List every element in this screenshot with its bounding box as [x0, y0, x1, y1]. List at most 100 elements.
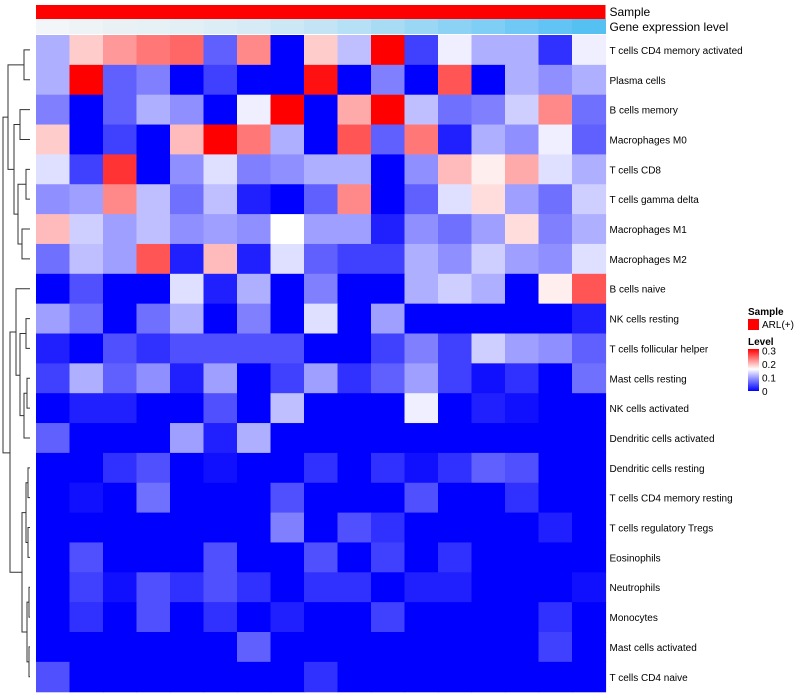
legend-level-tick: 0.2	[762, 360, 776, 371]
heatmap-cell	[203, 214, 238, 245]
heatmap-cell	[438, 243, 473, 275]
heatmap-cell	[438, 393, 473, 424]
heatmap-cells	[36, 35, 607, 693]
row-label: T cells CD4 naive	[610, 673, 689, 684]
heatmap-cell	[538, 333, 573, 364]
heatmap-cell	[203, 243, 238, 275]
heatmap-cell	[103, 184, 138, 215]
heatmap-cell	[69, 482, 104, 514]
heatmap-cell	[471, 124, 506, 155]
heatmap-cell	[304, 124, 339, 155]
heatmap-cell	[36, 602, 71, 633]
heatmap-cell	[203, 124, 238, 155]
heatmap-cell	[203, 572, 238, 603]
heatmap-cell	[404, 423, 439, 454]
heatmap-cell	[572, 482, 607, 514]
heatmap-cell	[36, 661, 71, 693]
dendrogram-branch	[13, 124, 20, 215]
heatmap-cell	[304, 482, 339, 514]
heatmap-cell	[136, 184, 171, 215]
heatmap-cell	[69, 602, 104, 633]
legend-sample-swatch	[748, 319, 759, 330]
expression-track-label: Gene expression level	[610, 20, 729, 34]
heatmap-cell	[404, 124, 439, 155]
heatmap-cell	[304, 64, 339, 96]
heatmap-cell	[170, 363, 205, 394]
heatmap-cell	[270, 94, 305, 126]
heatmap-cell	[170, 512, 205, 544]
heatmap-cell	[572, 94, 607, 126]
heatmap-cell	[170, 661, 205, 693]
heatmap-cell	[203, 64, 238, 96]
heatmap-cell	[103, 661, 138, 693]
row-label: Plasma cells	[610, 76, 666, 87]
heatmap-cell	[103, 572, 138, 603]
heatmap-cell	[304, 661, 339, 693]
heatmap-cell	[538, 542, 573, 573]
heatmap-cell	[270, 542, 305, 573]
heatmap-cell	[203, 602, 238, 633]
dendrogram-branch	[7, 64, 24, 170]
heatmap-cell	[538, 363, 573, 394]
heatmap-cell	[371, 661, 406, 693]
dendrogram-branch	[2, 116, 10, 454]
expression-track-cell	[337, 19, 372, 34]
heatmap-cell	[538, 303, 573, 335]
heatmap-cell	[371, 452, 406, 484]
expression-track-cell	[170, 19, 204, 34]
heatmap-cell	[572, 602, 607, 633]
heatmap-cell	[36, 512, 71, 544]
heatmap-cell	[404, 572, 439, 603]
heatmap-cell	[438, 363, 473, 394]
row-label: Macrophages M0	[610, 135, 688, 146]
heatmap-cell	[237, 303, 272, 335]
heatmap-cell	[404, 64, 439, 96]
dendrogram-branch	[27, 467, 30, 499]
heatmap-cell	[572, 303, 607, 335]
heatmap-cell	[404, 542, 439, 573]
heatmap-cell	[438, 184, 473, 215]
heatmap-cell	[337, 542, 372, 573]
heatmap-cell	[538, 602, 573, 633]
legend-level-tick: 0.3	[762, 346, 776, 357]
heatmap-cell	[538, 124, 573, 155]
heatmap-cell	[572, 154, 607, 185]
heatmap-cell	[505, 94, 540, 126]
row-label: Dendritic cells resting	[610, 464, 705, 475]
expression-track-cell	[371, 19, 405, 34]
heatmap-cell	[136, 482, 171, 514]
heatmap-cell	[404, 184, 439, 215]
heatmap-cell	[371, 482, 406, 514]
heatmap-cell	[270, 273, 305, 305]
expression-track-cell	[36, 19, 70, 34]
heatmap-cell	[404, 393, 439, 424]
row-label: Macrophages M2	[610, 255, 688, 266]
heatmap-cell	[471, 64, 506, 96]
heatmap-cell	[538, 572, 573, 603]
heatmap-cell	[103, 452, 138, 484]
expression-track-cell	[103, 19, 137, 34]
heatmap-cell	[337, 273, 372, 305]
heatmap-cell	[170, 184, 205, 215]
heatmap-cell	[438, 452, 473, 484]
heatmap-cell	[203, 363, 238, 394]
heatmap-cell	[337, 35, 372, 66]
heatmap-cell	[572, 512, 607, 544]
heatmap-cell	[36, 632, 71, 663]
heatmap-cell	[337, 512, 372, 544]
heatmap-cell	[471, 482, 506, 514]
heatmap-cell	[270, 243, 305, 275]
heatmap-cell	[69, 273, 104, 305]
heatmap-cell	[572, 64, 607, 96]
row-label: Mast cells resting	[610, 374, 687, 385]
heatmap-cell	[505, 661, 540, 693]
heatmap-cell	[103, 333, 138, 364]
heatmap-cell	[471, 452, 506, 484]
heatmap-cell	[69, 423, 104, 454]
heatmap-cell	[538, 661, 573, 693]
heatmap-cell	[36, 64, 71, 96]
legend-sample-title: Sample	[748, 307, 784, 318]
heatmap-cell	[304, 35, 339, 66]
heatmap-cell	[237, 214, 272, 245]
heatmap-cell	[237, 363, 272, 394]
